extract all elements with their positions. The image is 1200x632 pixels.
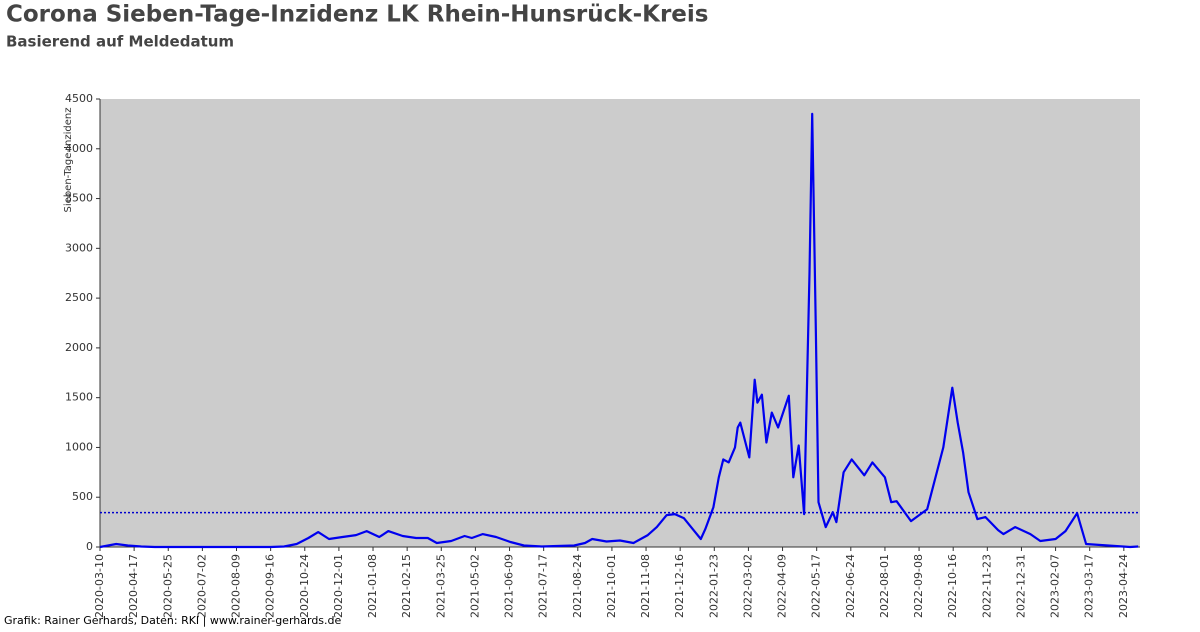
x-tick-label: 2021-10-01 bbox=[605, 554, 618, 618]
y-tick-label: 1000 bbox=[65, 440, 93, 453]
y-tick-label: 4000 bbox=[65, 142, 93, 155]
x-tick-label: 2023-03-17 bbox=[1083, 554, 1096, 618]
x-tick-label: 2021-06-09 bbox=[503, 554, 516, 618]
y-tick-label: 4500 bbox=[65, 92, 93, 105]
x-tick-label: 2021-12-16 bbox=[673, 554, 686, 618]
x-tick-label: 2021-07-17 bbox=[537, 554, 550, 618]
x-tick-label: 2022-10-16 bbox=[946, 554, 959, 618]
x-tick-label: 2021-03-25 bbox=[434, 554, 447, 618]
y-tick-label: 2500 bbox=[65, 291, 93, 304]
y-tick-label: 3000 bbox=[65, 241, 93, 254]
x-tick-label: 2020-08-09 bbox=[230, 554, 243, 618]
x-tick-label: 2022-09-08 bbox=[912, 554, 925, 618]
x-tick-label: 2020-07-02 bbox=[195, 554, 208, 618]
x-tick-label: 2022-11-23 bbox=[980, 554, 993, 618]
x-tick-label: 2020-10-24 bbox=[298, 554, 311, 618]
x-tick-label: 2020-09-16 bbox=[264, 554, 277, 618]
x-tick-label: 2022-06-24 bbox=[844, 554, 857, 618]
y-tick-label: 500 bbox=[72, 490, 93, 503]
x-tick-label: 2022-12-31 bbox=[1014, 554, 1027, 618]
y-axis-label: Sieben-Tage-Inzidenz bbox=[63, 108, 74, 213]
x-tick-label: 2022-01-23 bbox=[707, 554, 720, 618]
x-tick-label: 2022-05-17 bbox=[810, 554, 823, 618]
footer: Grafik: Rainer Gerhards, Daten: RKI | ww… bbox=[4, 614, 342, 627]
y-tick-label: 2000 bbox=[65, 341, 93, 354]
x-tick-label: 2023-02-07 bbox=[1049, 554, 1062, 618]
x-tick-label: 2020-04-17 bbox=[127, 554, 140, 618]
x-tick-label: 2021-01-08 bbox=[366, 554, 379, 618]
x-tick-label: 2021-05-02 bbox=[468, 554, 481, 618]
x-tick-label: 2021-02-15 bbox=[400, 554, 413, 618]
x-tick-label: 2022-08-01 bbox=[878, 554, 891, 618]
x-tick-label: 2022-04-09 bbox=[776, 554, 789, 618]
y-tick-label: 0 bbox=[86, 540, 93, 553]
x-tick-label: 2023-04-24 bbox=[1117, 554, 1130, 618]
x-tick-label: 2020-05-25 bbox=[161, 554, 174, 618]
y-tick-label: 3500 bbox=[65, 192, 93, 205]
y-tick-label: 1500 bbox=[65, 391, 93, 404]
x-tick-label: 2022-03-02 bbox=[741, 554, 754, 618]
data-line bbox=[99, 112, 1139, 549]
x-tick-label: 2020-03-10 bbox=[93, 554, 106, 618]
chart-subtitle: Basierend auf Meldedatum bbox=[6, 33, 234, 51]
chart-title: Corona Sieben-Tage-Inzidenz LK Rhein-Hun… bbox=[6, 2, 708, 28]
plot-area bbox=[100, 99, 1140, 547]
x-tick-label: 2021-11-08 bbox=[639, 554, 652, 618]
x-tick-label: 2021-08-24 bbox=[571, 554, 584, 618]
x-tick-label: 2020-12-01 bbox=[332, 554, 345, 618]
